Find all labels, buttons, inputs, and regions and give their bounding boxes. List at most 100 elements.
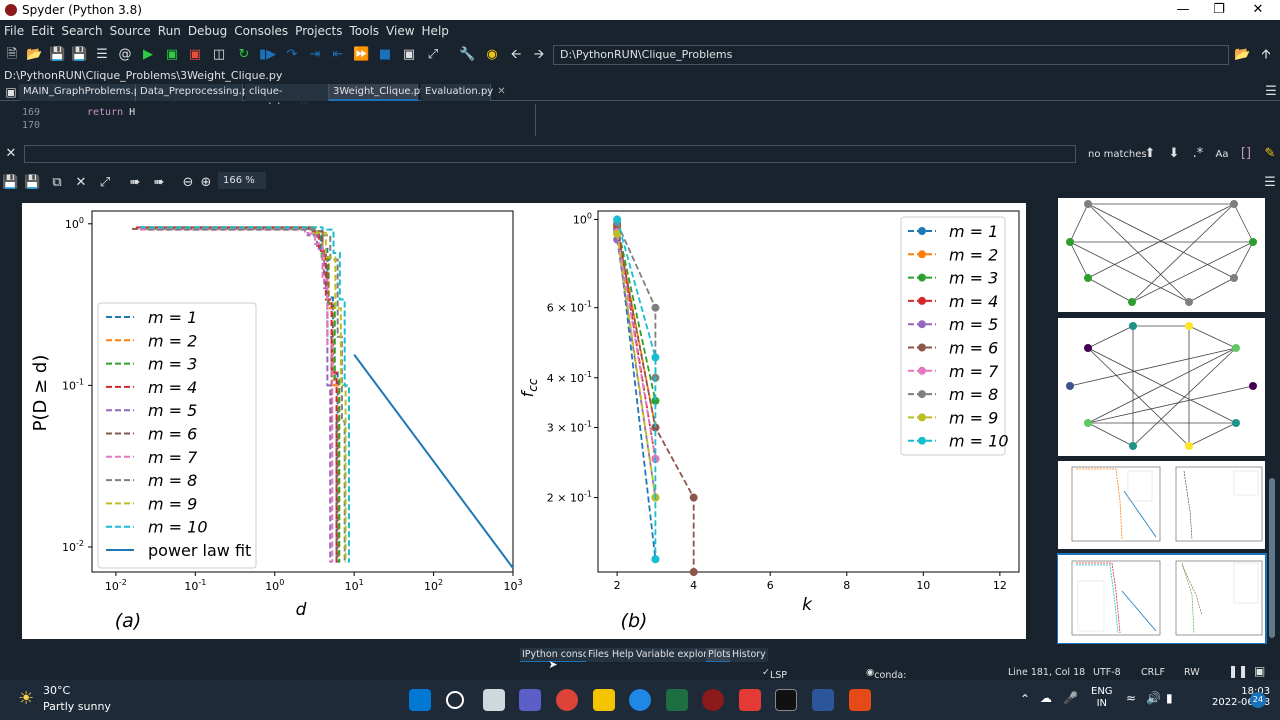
continue-icon[interactable]: ⏩ (353, 47, 370, 62)
fullscreen-icon[interactable]: ⤢ (427, 47, 439, 62)
save-icon[interactable]: 💾 (49, 47, 66, 62)
case-sensitive-icon[interactable]: Aa (1215, 149, 1229, 160)
wifi-icon[interactable]: ≈ (1126, 691, 1137, 705)
save-all-plots-icon[interactable]: 💾 (24, 175, 41, 190)
menu-debug[interactable]: Debug (187, 24, 228, 38)
debug-icon[interactable]: ▮▶ (259, 47, 277, 62)
tab-help[interactable]: Help (610, 648, 636, 662)
tab-evaluation[interactable]: Evaluation.py ✕ (421, 84, 506, 101)
menu-source[interactable]: Source (109, 24, 151, 38)
start-icon[interactable] (409, 689, 431, 711)
edge-icon[interactable] (629, 689, 651, 711)
parent-dir-icon[interactable]: 🡩 (1261, 47, 1271, 62)
close-find-icon[interactable]: ✕ (5, 146, 17, 161)
tab-files[interactable]: Files (586, 648, 611, 662)
tabs-menu-icon[interactable]: ☰ (1265, 84, 1277, 99)
minimize-button[interactable]: — (1176, 2, 1190, 17)
at-icon[interactable]: @ (118, 47, 132, 62)
new-file-icon[interactable]: 🗎 (6, 47, 18, 62)
tray-chevron-icon[interactable]: ⌃ (1020, 692, 1031, 706)
notification-badge[interactable]: 24 (1250, 692, 1266, 708)
tab-main-graphproblems[interactable]: MAIN_GraphProblems.py✕ (19, 84, 159, 101)
run-cell-advance-icon[interactable]: ▣ (188, 47, 202, 62)
list-icon[interactable]: ☰ (96, 47, 108, 62)
tab-variable-explorer[interactable]: Variable explorer (634, 648, 719, 662)
screenshot-icon[interactable]: ▣ (1254, 664, 1266, 678)
previous-plot-icon[interactable]: ➠ (129, 175, 141, 190)
maximize-pane-icon[interactable]: ▣ (402, 47, 416, 62)
rerun-icon[interactable]: ↻ (238, 47, 250, 62)
menu-help[interactable]: Help (421, 24, 449, 38)
forward-arrow-icon[interactable]: 🡪 (533, 47, 545, 62)
plot-thumbnail[interactable] (1058, 198, 1265, 312)
spyder-taskbar-icon[interactable] (702, 689, 724, 711)
scrollbar-thumb[interactable] (1269, 478, 1275, 638)
wrench-icon[interactable]: 🔧 (459, 47, 476, 62)
close-window-button[interactable]: ✕ (1252, 2, 1264, 17)
plots-menu-icon[interactable]: ☰ (1264, 175, 1276, 190)
remove-all-plots-icon[interactable]: ⤢ (99, 175, 111, 190)
menu-tools[interactable]: Tools (349, 24, 380, 38)
chrome-icon[interactable] (556, 689, 578, 711)
stop-debug-icon[interactable]: ■ (378, 47, 392, 62)
weather-description[interactable]: Partly sunny (43, 700, 111, 713)
browse-folder-icon[interactable]: 📂 (1234, 47, 1251, 62)
python-path-icon[interactable]: ◉ (486, 47, 498, 62)
zoom-in-icon[interactable]: ⊕ (200, 175, 212, 190)
tab-ipython-console[interactable]: IPython console (520, 648, 600, 662)
terminal-icon[interactable] (775, 689, 797, 711)
code-editor[interactable]: 169 170 return H (0, 104, 1280, 136)
word-icon[interactable] (812, 689, 834, 711)
task-view-icon[interactable] (483, 689, 505, 711)
menu-run[interactable]: Run (157, 24, 181, 38)
remove-plot-icon[interactable]: ✕ (75, 175, 87, 190)
run-icon[interactable]: ▶ (143, 47, 153, 62)
working-directory-input[interactable]: D:\PythonRUN\Clique_Problems (553, 45, 1229, 65)
anydesk-icon[interactable] (739, 689, 761, 711)
menu-edit[interactable]: Edit (31, 24, 55, 38)
back-arrow-icon[interactable]: 🡨 (510, 47, 522, 62)
onedrive-icon[interactable]: ☁ (1040, 691, 1052, 705)
language-indicator[interactable]: ENG IN (1091, 686, 1113, 710)
menu-search[interactable]: Search (61, 24, 103, 38)
tab-data-preprocessing[interactable]: Data_Preprocessing.py✕ (136, 84, 267, 101)
step-return-icon[interactable]: ⇤ (332, 47, 344, 62)
menu-view[interactable]: View (386, 24, 415, 38)
plot-thumbnail[interactable] (1058, 461, 1265, 549)
weather-temperature[interactable]: 30°C (43, 684, 71, 697)
pause-icon[interactable]: ❚❚ (1228, 664, 1249, 678)
microphone-icon[interactable]: 🎤 (1063, 691, 1078, 705)
maximize-button[interactable]: ❐ (1213, 2, 1225, 17)
step-icon[interactable]: ↷ (286, 47, 298, 62)
plot-thumbnail[interactable] (1058, 318, 1265, 456)
run-selection-icon[interactable]: ◫ (212, 47, 226, 62)
tab-3weight-clique[interactable]: 3Weight_Clique.py✕ (329, 84, 438, 101)
battery-icon[interactable]: ▮ (1166, 691, 1173, 705)
slides-icon[interactable] (849, 689, 871, 711)
teams-icon[interactable] (519, 689, 541, 711)
tab-history[interactable]: History (730, 648, 768, 662)
volume-icon[interactable]: 🔊 (1146, 691, 1161, 705)
copy-plot-icon[interactable]: ⧉ (52, 175, 62, 190)
tab-plots[interactable]: Plots (706, 648, 733, 662)
menu-file[interactable]: File (4, 24, 25, 38)
file-explorer-icon[interactable] (593, 689, 615, 711)
next-plot-icon[interactable]: ➠ (153, 175, 165, 190)
save-plot-icon[interactable]: 💾 (2, 175, 19, 190)
close-tab-icon[interactable]: ✕ (497, 86, 506, 97)
zoom-out-icon[interactable]: ⊖ (182, 175, 194, 190)
tab-clique-model[interactable]: clique-model.py✕ (245, 84, 329, 113)
step-into-icon[interactable]: ⇥ (309, 47, 321, 62)
excel-icon[interactable] (666, 689, 688, 711)
browse-tabs-icon[interactable]: ▣ (5, 85, 17, 99)
find-next-icon[interactable]: ⬇ (1168, 146, 1180, 161)
zoom-level-field[interactable]: 166 % (218, 172, 266, 189)
regex-icon[interactable]: .* (1192, 146, 1204, 161)
search-icon[interactable] (446, 691, 464, 709)
highlight-icon[interactable]: ✎ (1264, 146, 1276, 161)
menu-consoles[interactable]: Consoles (234, 24, 289, 38)
menu-projects[interactable]: Projects (295, 24, 343, 38)
open-file-icon[interactable]: 📂 (26, 47, 43, 62)
find-input[interactable] (24, 145, 1076, 163)
